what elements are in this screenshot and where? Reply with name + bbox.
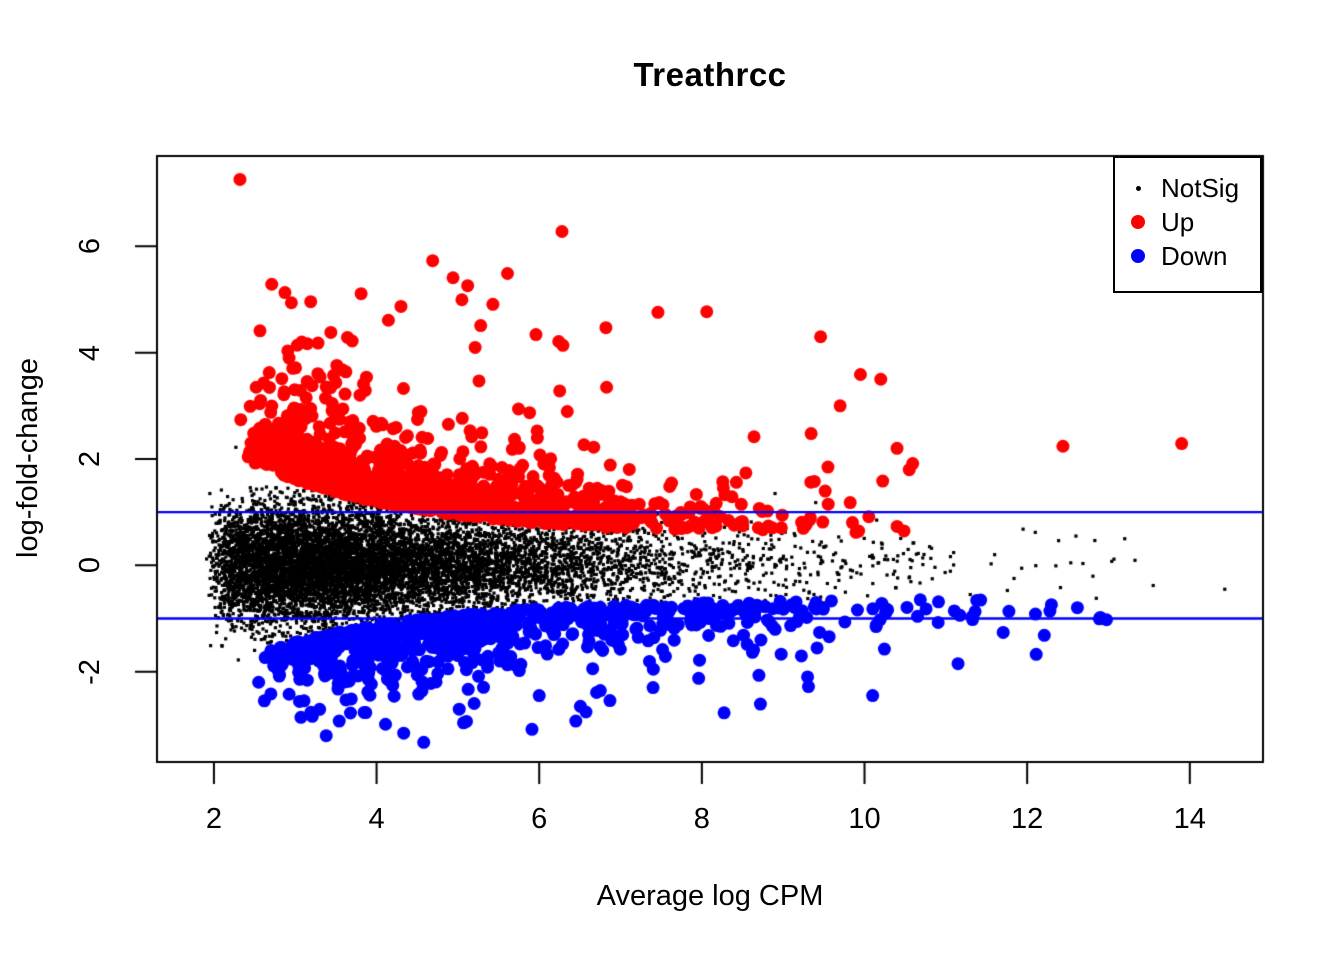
up-dot-icon	[1115, 215, 1161, 229]
plot-title: Treathrcc	[633, 56, 787, 93]
y-tick-label: 4	[73, 344, 106, 361]
x-tick-label: 14	[1173, 803, 1206, 835]
x-tick-label: 12	[1011, 803, 1044, 835]
legend-label: Down	[1161, 241, 1228, 271]
legend: NotSig Up Down	[1113, 156, 1262, 293]
x-tick-label: 6	[531, 803, 548, 835]
legend-item-up: Up	[1115, 205, 1260, 239]
y-axis-title: log-fold-change	[12, 358, 44, 558]
x-axis-title: Average log CPM	[596, 880, 824, 912]
x-tick-label: 2	[205, 803, 222, 835]
x-tick-label: 10	[848, 803, 881, 835]
x-tick-label: 8	[693, 803, 710, 835]
legend-item-down: Down	[1115, 239, 1260, 273]
y-tick-label: 2	[73, 450, 106, 468]
y-tick-label: 0	[73, 557, 106, 574]
down-dot-icon	[1115, 249, 1161, 263]
legend-item-notsig: NotSig	[1115, 171, 1260, 205]
y-tick-label: 6	[73, 238, 106, 255]
notsig-dot-icon	[1115, 185, 1161, 191]
x-tick-label: 4	[368, 803, 385, 835]
legend-label: Up	[1161, 207, 1195, 237]
y-tick-label: -2	[73, 658, 106, 685]
legend-label: NotSig	[1161, 173, 1240, 203]
